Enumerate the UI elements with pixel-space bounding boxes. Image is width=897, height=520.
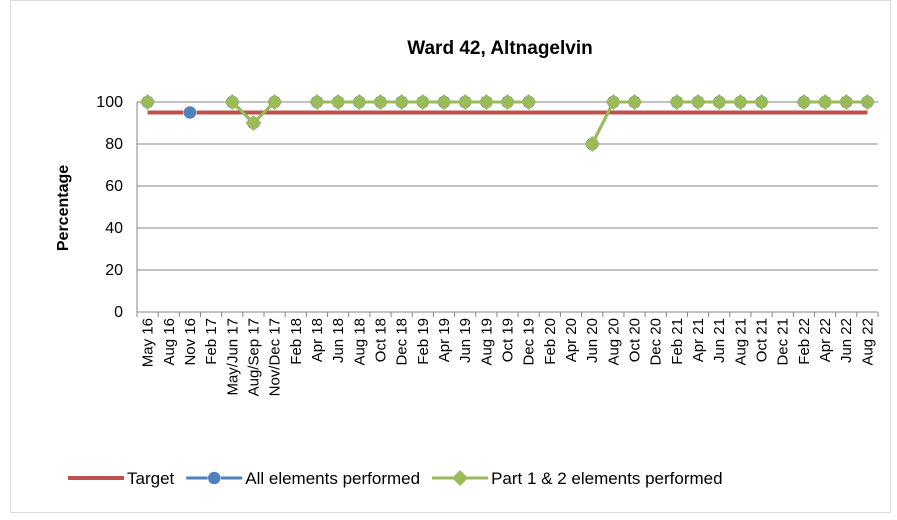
- point: [520, 94, 537, 110]
- y-tick-label: 80: [105, 136, 123, 153]
- x-tick-label: Feb 18: [288, 318, 305, 365]
- point: [351, 94, 368, 110]
- x-tick-label: Oct 19: [500, 318, 517, 362]
- x-tick-label: Jun 18: [330, 318, 347, 363]
- point: [414, 94, 431, 110]
- x-tick-label: Aug/Sep 17: [245, 318, 262, 396]
- point: [266, 94, 283, 110]
- point: [435, 94, 452, 110]
- point: [478, 94, 495, 110]
- x-tick-label: Dec 19: [521, 318, 538, 366]
- x-tick-label: Apr 18: [309, 318, 326, 362]
- chart-title: Ward 42, Altnagelvin: [407, 38, 592, 59]
- x-tick-label: Apr 21: [690, 318, 707, 362]
- point: [393, 94, 410, 110]
- y-tick-label: 40: [105, 220, 123, 237]
- legend-label: Target: [127, 469, 175, 488]
- point: [626, 94, 643, 110]
- x-tick-label: May 16: [140, 318, 157, 367]
- x-tick-label: May/Jun 17: [224, 318, 241, 396]
- x-tick-label: Jun 22: [838, 318, 855, 363]
- y-tick-label: 20: [105, 262, 123, 279]
- point: [372, 94, 389, 110]
- x-tick-label: Dec 21: [775, 318, 792, 366]
- legend-label: Part 1 & 2 elements performed: [491, 469, 723, 488]
- x-tick-label: Feb 17: [203, 318, 220, 365]
- x-tick-label: Aug 20: [605, 318, 622, 366]
- point: [183, 105, 197, 120]
- point: [605, 94, 622, 110]
- x-tick-label: Dec 20: [648, 318, 665, 366]
- x-tick-label: Dec 18: [394, 318, 411, 366]
- x-tick-label: Apr 19: [436, 318, 453, 362]
- x-tick-label: Aug 18: [351, 318, 368, 366]
- point: [753, 94, 770, 110]
- point: [668, 94, 685, 110]
- legend-marker: [452, 470, 469, 486]
- point: [139, 94, 156, 110]
- y-axis-label: Percentage: [55, 165, 72, 251]
- x-tick-label: Nov 16: [182, 318, 199, 366]
- x-tick-label: Apr 20: [563, 318, 580, 362]
- x-tick-label: Aug 19: [478, 318, 495, 366]
- y-tick-label: 60: [105, 178, 123, 195]
- x-tick-label: Feb 20: [542, 318, 559, 365]
- point: [330, 94, 347, 110]
- point: [584, 136, 601, 152]
- x-tick-label: Aug 16: [161, 318, 178, 366]
- x-tick-label: Oct 20: [627, 318, 644, 362]
- point: [795, 94, 812, 110]
- point: [732, 94, 749, 110]
- x-tick-label: Aug 22: [859, 318, 876, 366]
- point: [817, 94, 834, 110]
- x-tick-label: Jun 21: [711, 318, 728, 363]
- y-tick-label: 0: [114, 304, 123, 321]
- x-tick-label: Aug 21: [732, 318, 749, 366]
- x-tick-label: Feb 19: [415, 318, 432, 365]
- x-tick-label: Jun 20: [584, 318, 601, 363]
- y-tick-label: 100: [96, 94, 123, 111]
- point: [838, 94, 855, 110]
- chart-frame: [10, 0, 891, 513]
- point: [690, 94, 707, 110]
- point: [711, 94, 728, 110]
- x-tick-label: Jun 19: [457, 318, 474, 363]
- legend-marker: [207, 471, 221, 485]
- point: [224, 94, 241, 110]
- point: [499, 94, 516, 110]
- point: [245, 115, 262, 131]
- point: [859, 94, 876, 110]
- x-tick-label: Apr 22: [817, 318, 834, 362]
- x-tick-label: Feb 21: [669, 318, 686, 365]
- x-tick-label: Oct 21: [754, 318, 771, 362]
- x-tick-label: Feb 22: [796, 318, 813, 365]
- point: [308, 94, 325, 110]
- legend-label: All elements performed: [245, 469, 420, 488]
- x-tick-label: Nov/Dec 17: [267, 318, 284, 396]
- x-tick-label: Oct 18: [372, 318, 389, 362]
- point: [457, 94, 474, 110]
